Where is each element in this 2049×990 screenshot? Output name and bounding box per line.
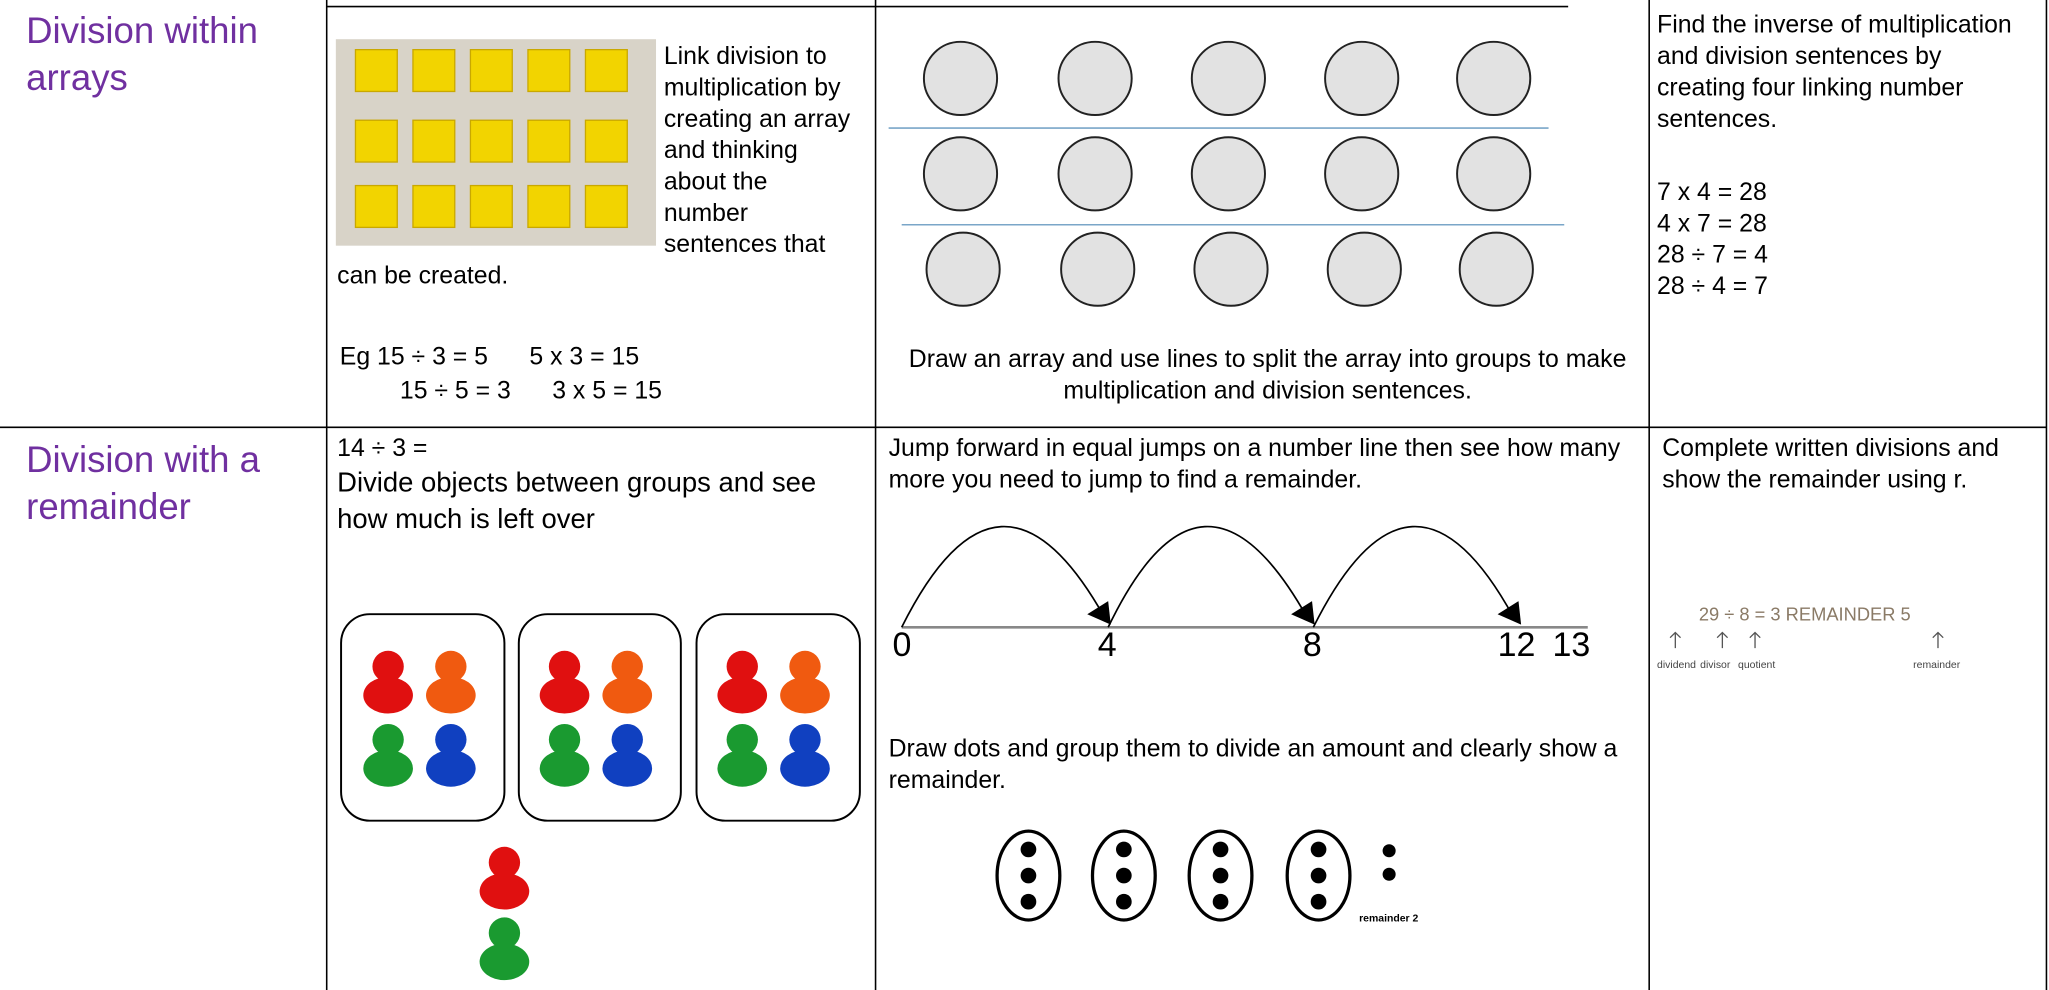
number-line	[900, 525, 1588, 629]
method-text: Divide objects between groups and see ho…	[337, 467, 817, 535]
division-label: divisor	[1700, 658, 1731, 671]
sum: 14 ÷ 3 =	[337, 435, 428, 463]
caption: Draw an array and use lines to split the…	[908, 346, 1627, 406]
abstract-text: Find the inverse of multiplication and d…	[1657, 11, 2012, 134]
bears	[363, 650, 830, 981]
remainder-arrows	[1669, 631, 1944, 649]
sentence: 4 x 7 = 28	[1657, 210, 1767, 238]
dot-groups	[995, 829, 1396, 922]
method-text: Link division to multiplication by creat…	[337, 43, 851, 291]
cubes-image	[335, 39, 657, 246]
sentence: 28 ÷ 4 = 7	[1657, 273, 1768, 301]
sentence: 7 x 4 = 28	[1657, 179, 1767, 207]
division-label: remainder	[1913, 658, 1961, 671]
example: Eg 15 ÷ 3 = 5 5 x 3 = 15	[339, 343, 640, 372]
division-label: quotient	[1738, 658, 1776, 671]
dots-label: remainder 2	[1359, 912, 1419, 924]
division-example: 29 ÷ 8 = 3 REMAINDER 5	[1698, 603, 1911, 625]
representation-text: Jump forward in equal jumps on a number …	[888, 435, 1621, 494]
orange-array	[922, 40, 1534, 307]
abstract-text: Complete written divisions and show the …	[1662, 435, 1999, 494]
method-text: Link division to multiplication by creat…	[337, 42, 853, 293]
sentence: 28 ÷ 7 = 4	[1657, 241, 1768, 270]
number-label: 4	[1097, 624, 1117, 664]
example: 15 ÷ 5 = 3 3 x 5 = 15	[399, 377, 662, 406]
bear-groups	[340, 613, 861, 822]
split-lines	[888, 127, 1565, 226]
number-label: 8	[1302, 624, 1322, 664]
number-label: 13	[1552, 624, 1591, 664]
number-label: 0	[892, 624, 912, 664]
number-label: 12	[1497, 624, 1536, 664]
division-label: dividend	[1657, 658, 1696, 671]
row-heading: Division with a remainder	[26, 439, 260, 527]
row-heading: Division within arrays	[26, 10, 258, 99]
dots-text: Draw dots and group them to divide an am…	[888, 735, 1618, 795]
